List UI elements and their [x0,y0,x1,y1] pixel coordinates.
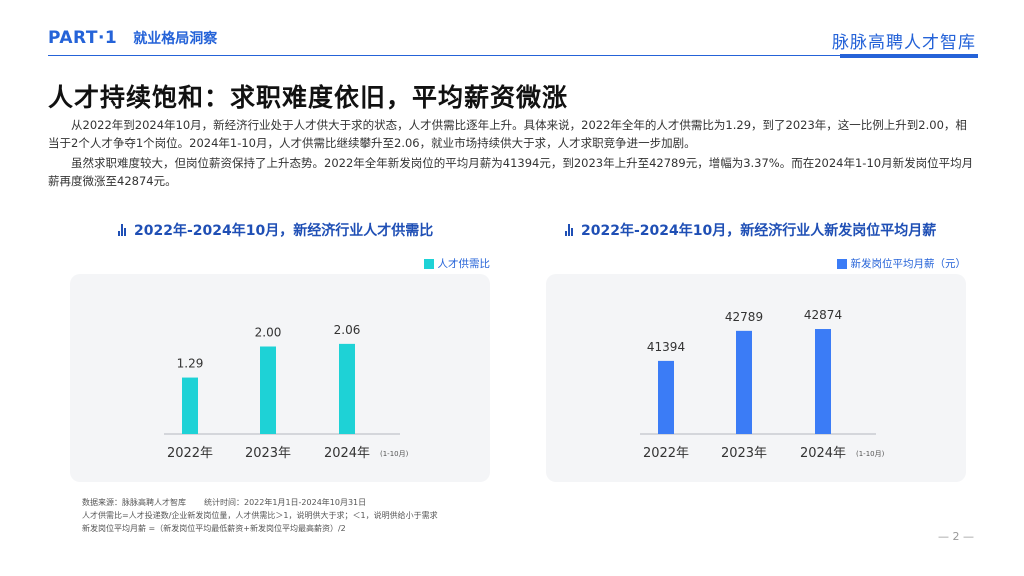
chart-title-ratio: 2022年-2024年10月，新经济行业人才供需比 [118,220,433,240]
legend-swatch [423,258,434,269]
chart-title-ratio-text: 2022年-2024年10月，新经济行业人才供需比 [134,223,434,239]
x-tick-label: 2024年 [800,446,846,461]
x-tick-label: 2023年 [245,446,291,461]
chart-title-salary-text: 2022年-2024年10月，新经济行业人新发岗位平均月薪 [581,223,937,239]
legend-label: 新发岗位平均月薪（元） [850,258,967,270]
bar [339,343,355,434]
chart-panel-salary: 41394 2022年 42789 2023年 42874 2024年 (1-10月) [546,274,966,482]
part-label: PART·1 [48,28,118,48]
x-tick-label: 2022年 [167,446,213,461]
legend-swatch [836,258,847,269]
paragraph-1: 从2022年到2024年10月，新经济行业处于人才供大于求的状态，人才供需比逐年… [48,118,967,150]
data-label: 42874 [804,308,842,322]
bar [736,330,752,434]
brand-underline [840,54,978,58]
paragraph-2: 虽然求职难度较大，但岗位薪资保持了上升态势。2022年全年新发岗位的平均月薪为4… [48,156,974,188]
chart-ratio: 1.29 2022年 2.00 2023年 2.06 2024年 (1-10月) [164,323,409,461]
bar [260,346,276,434]
bar [182,377,198,434]
footnote-source: 数据来源：脉脉高聘人才智库 [82,498,186,507]
section-label: 就业格局洞察 [133,31,218,47]
data-label: 42789 [725,310,763,324]
brand-name: 脉脉高聘人才智库 [832,33,976,53]
bar [658,360,674,434]
footnote-period: 统计时间：2022年1月1日-2024年10月31日 [204,498,367,507]
page-number: — 2 — [938,530,974,543]
bar [815,329,831,434]
legend-label: 人才供需比 [437,258,491,270]
chart-panel-ratio: 1.29 2022年 2.00 2023年 2.06 2024年 (1-10月) [70,274,490,482]
legend-salary: 新发岗位平均月薪（元） [836,256,967,271]
category-note: (1-10月) [856,450,885,458]
bar-chart-icon [118,224,126,236]
data-label: 41394 [647,340,685,354]
data-label: 1.29 [177,357,204,371]
chart-title-salary: 2022年-2024年10月，新经济行业人新发岗位平均月薪 [565,220,936,240]
header-section: PART·1 就业格局洞察 [48,28,217,48]
chart-salary: 41394 2022年 42789 2023年 42874 2024年 (1-10月) [640,308,885,461]
data-label: 2.00 [255,326,282,340]
x-tick-label: 2023年 [721,446,767,461]
footnote: 数据来源：脉脉高聘人才智库 统计时间：2022年1月1日-2024年10月31日 … [82,496,438,535]
x-tick-label: 2022年 [643,446,689,461]
page-title: 人才持续饱和：求职难度依旧，平均薪资微涨 [48,83,569,112]
footnote-line2: 人才供需比=人才投递数/企业新发岗位量，人才供需比＞1，说明供大于求；＜1，说明… [82,511,438,520]
data-label: 2.06 [334,323,361,337]
legend-ratio: 人才供需比 [423,256,491,271]
header-divider [48,55,978,56]
footnote-line3: 新发岗位平均月薪 =（新发岗位平均最低薪资+新发岗位平均最高薪资）/2 [82,524,346,533]
category-note: (1-10月) [380,450,409,458]
bar-chart-icon [565,224,573,236]
x-tick-label: 2024年 [324,446,370,461]
